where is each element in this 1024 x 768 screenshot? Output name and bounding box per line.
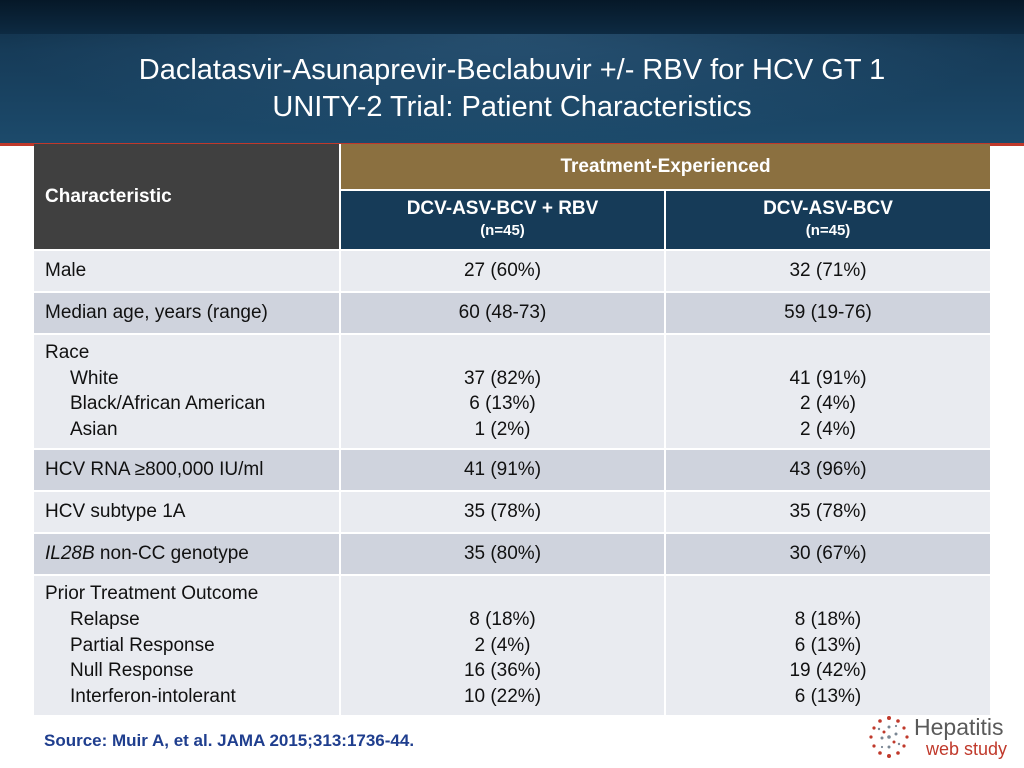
row-label-il28b: IL28B non-CC genotype bbox=[34, 532, 340, 576]
row-label-italic: IL28B bbox=[45, 543, 95, 565]
table-row-median-age: Median age, years (range) 60 (48-73) 59 … bbox=[34, 291, 991, 334]
characteristics-table-container: Characteristic Treatment-Experienced DCV… bbox=[34, 144, 991, 716]
table-row-hcv-subtype: HCV subtype 1A 35 (78%) 35 (78%) bbox=[34, 490, 991, 534]
sub-value: 19 (42%) bbox=[789, 660, 867, 682]
characteristics-table: Characteristic Treatment-Experienced DCV… bbox=[34, 144, 991, 716]
sub-label: Asian bbox=[70, 418, 118, 440]
sub-label: Interferon-intolerant bbox=[70, 685, 236, 707]
arm-n: (n=45) bbox=[480, 222, 525, 239]
arm-header-rbv: DCV-ASV-BCV + RBV (n=45) bbox=[340, 190, 666, 250]
row-values-no-rbv: 8 (18%) 6 (13%) 19 (42%) 6 (13%) bbox=[663, 574, 991, 716]
dots-logo-icon bbox=[869, 716, 909, 758]
row-label-rest: non-CC genotype bbox=[94, 543, 249, 565]
row-label: HCV RNA ≥800,000 IU/ml bbox=[34, 448, 340, 492]
row-label: Median age, years (range) bbox=[34, 291, 340, 334]
row-value-no-rbv: 30 (67%) bbox=[663, 532, 991, 576]
sub-label: Null Response bbox=[70, 660, 194, 682]
logo-brand-line1: Hepatitis bbox=[914, 714, 1004, 740]
row-value-rbv: 41 (91%) bbox=[339, 448, 665, 492]
slide-title-line1: Daclatasvir-Asunaprevir-Beclabuvir +/- R… bbox=[138, 54, 886, 86]
row-value-no-rbv: 59 (19-76) bbox=[663, 291, 991, 334]
sub-value: 16 (36%) bbox=[463, 660, 542, 682]
row-value-no-rbv: 35 (78%) bbox=[663, 490, 991, 534]
header-glow bbox=[0, 34, 1024, 143]
sub-value: 2 (4%) bbox=[474, 634, 531, 656]
row-value-rbv: 60 (48-73) bbox=[339, 291, 665, 334]
sub-label: Relapse bbox=[70, 608, 140, 630]
row-values-rbv: 8 (18%) 2 (4%) 16 (36%) 10 (22%) bbox=[339, 574, 665, 716]
header-top-band bbox=[0, 0, 1024, 34]
row-value-rbv: 35 (80%) bbox=[339, 532, 665, 576]
slide-header: Daclatasvir-Asunaprevir-Beclabuvir +/- R… bbox=[0, 0, 1024, 143]
characteristic-header: Characteristic bbox=[34, 144, 341, 250]
sub-value: 6 (13%) bbox=[469, 393, 536, 415]
sub-value: 2 (4%) bbox=[800, 418, 856, 440]
sub-value: 8 (18%) bbox=[794, 608, 862, 630]
row-label: Race bbox=[45, 342, 90, 363]
slide-title: Daclatasvir-Asunaprevir-Beclabuvir +/- R… bbox=[0, 52, 1024, 126]
row-value-no-rbv: 32 (71%) bbox=[663, 249, 991, 292]
sub-label: White bbox=[70, 367, 119, 389]
table-row-male: Male 27 (60%) 32 (71%) bbox=[34, 249, 991, 292]
row-values-rbv: 37 (82%) 6 (13%) 1 (2%) bbox=[339, 332, 665, 450]
arm-name: DCV-ASV-BCV bbox=[763, 198, 893, 219]
sub-value: 41 (91%) bbox=[789, 367, 867, 389]
sub-value: 8 (18%) bbox=[469, 608, 536, 630]
row-label: HCV subtype 1A bbox=[34, 490, 340, 534]
arm-name: DCV-ASV-BCV + RBV bbox=[406, 198, 599, 219]
row-label: Male bbox=[34, 249, 340, 292]
table-row-il28b: IL28B non-CC genotype 35 (80%) 30 (67%) bbox=[34, 532, 991, 576]
table-row-race: Race White Black/African American Asian … bbox=[34, 332, 991, 450]
row-value-rbv: 35 (78%) bbox=[339, 490, 665, 534]
sub-label: Partial Response bbox=[70, 634, 215, 656]
row-value-rbv: 27 (60%) bbox=[339, 249, 665, 292]
sub-value: 10 (22%) bbox=[463, 685, 542, 707]
sub-label: Black/African American bbox=[70, 393, 266, 415]
arm-n: (n=45) bbox=[805, 222, 851, 239]
row-label-prior-treatment: Prior Treatment Outcome Relapse Partial … bbox=[34, 574, 340, 716]
treatment-experienced-header: Treatment-Experienced bbox=[340, 144, 991, 191]
sub-value: 1 (2%) bbox=[474, 418, 531, 440]
hepatitis-web-study-logo: Hepatitis web study bbox=[866, 714, 1016, 762]
table-row-prior-treatment: Prior Treatment Outcome Relapse Partial … bbox=[34, 574, 991, 716]
table-row-hcv-rna: HCV RNA ≥800,000 IU/ml 41 (91%) 43 (96%) bbox=[34, 448, 991, 492]
row-value-no-rbv: 43 (96%) bbox=[663, 448, 991, 492]
slide-title-line2: UNITY-2 Trial: Patient Characteristics bbox=[272, 91, 752, 123]
sub-value: 2 (4%) bbox=[800, 393, 856, 415]
row-label-race: Race White Black/African American Asian bbox=[34, 332, 340, 450]
row-values-no-rbv: 41 (91%) 2 (4%) 2 (4%) bbox=[663, 332, 991, 450]
arm-header-no-rbv: DCV-ASV-BCV (n=45) bbox=[665, 190, 991, 250]
sub-value: 6 (13%) bbox=[794, 685, 862, 707]
sub-value: 6 (13%) bbox=[794, 634, 862, 656]
row-label: Prior Treatment Outcome bbox=[45, 583, 259, 605]
source-citation: Source: Muir A, et al. JAMA 2015;313:173… bbox=[44, 731, 415, 750]
sub-value: 37 (82%) bbox=[463, 367, 542, 389]
logo-brand-line2: web study bbox=[926, 739, 1008, 759]
